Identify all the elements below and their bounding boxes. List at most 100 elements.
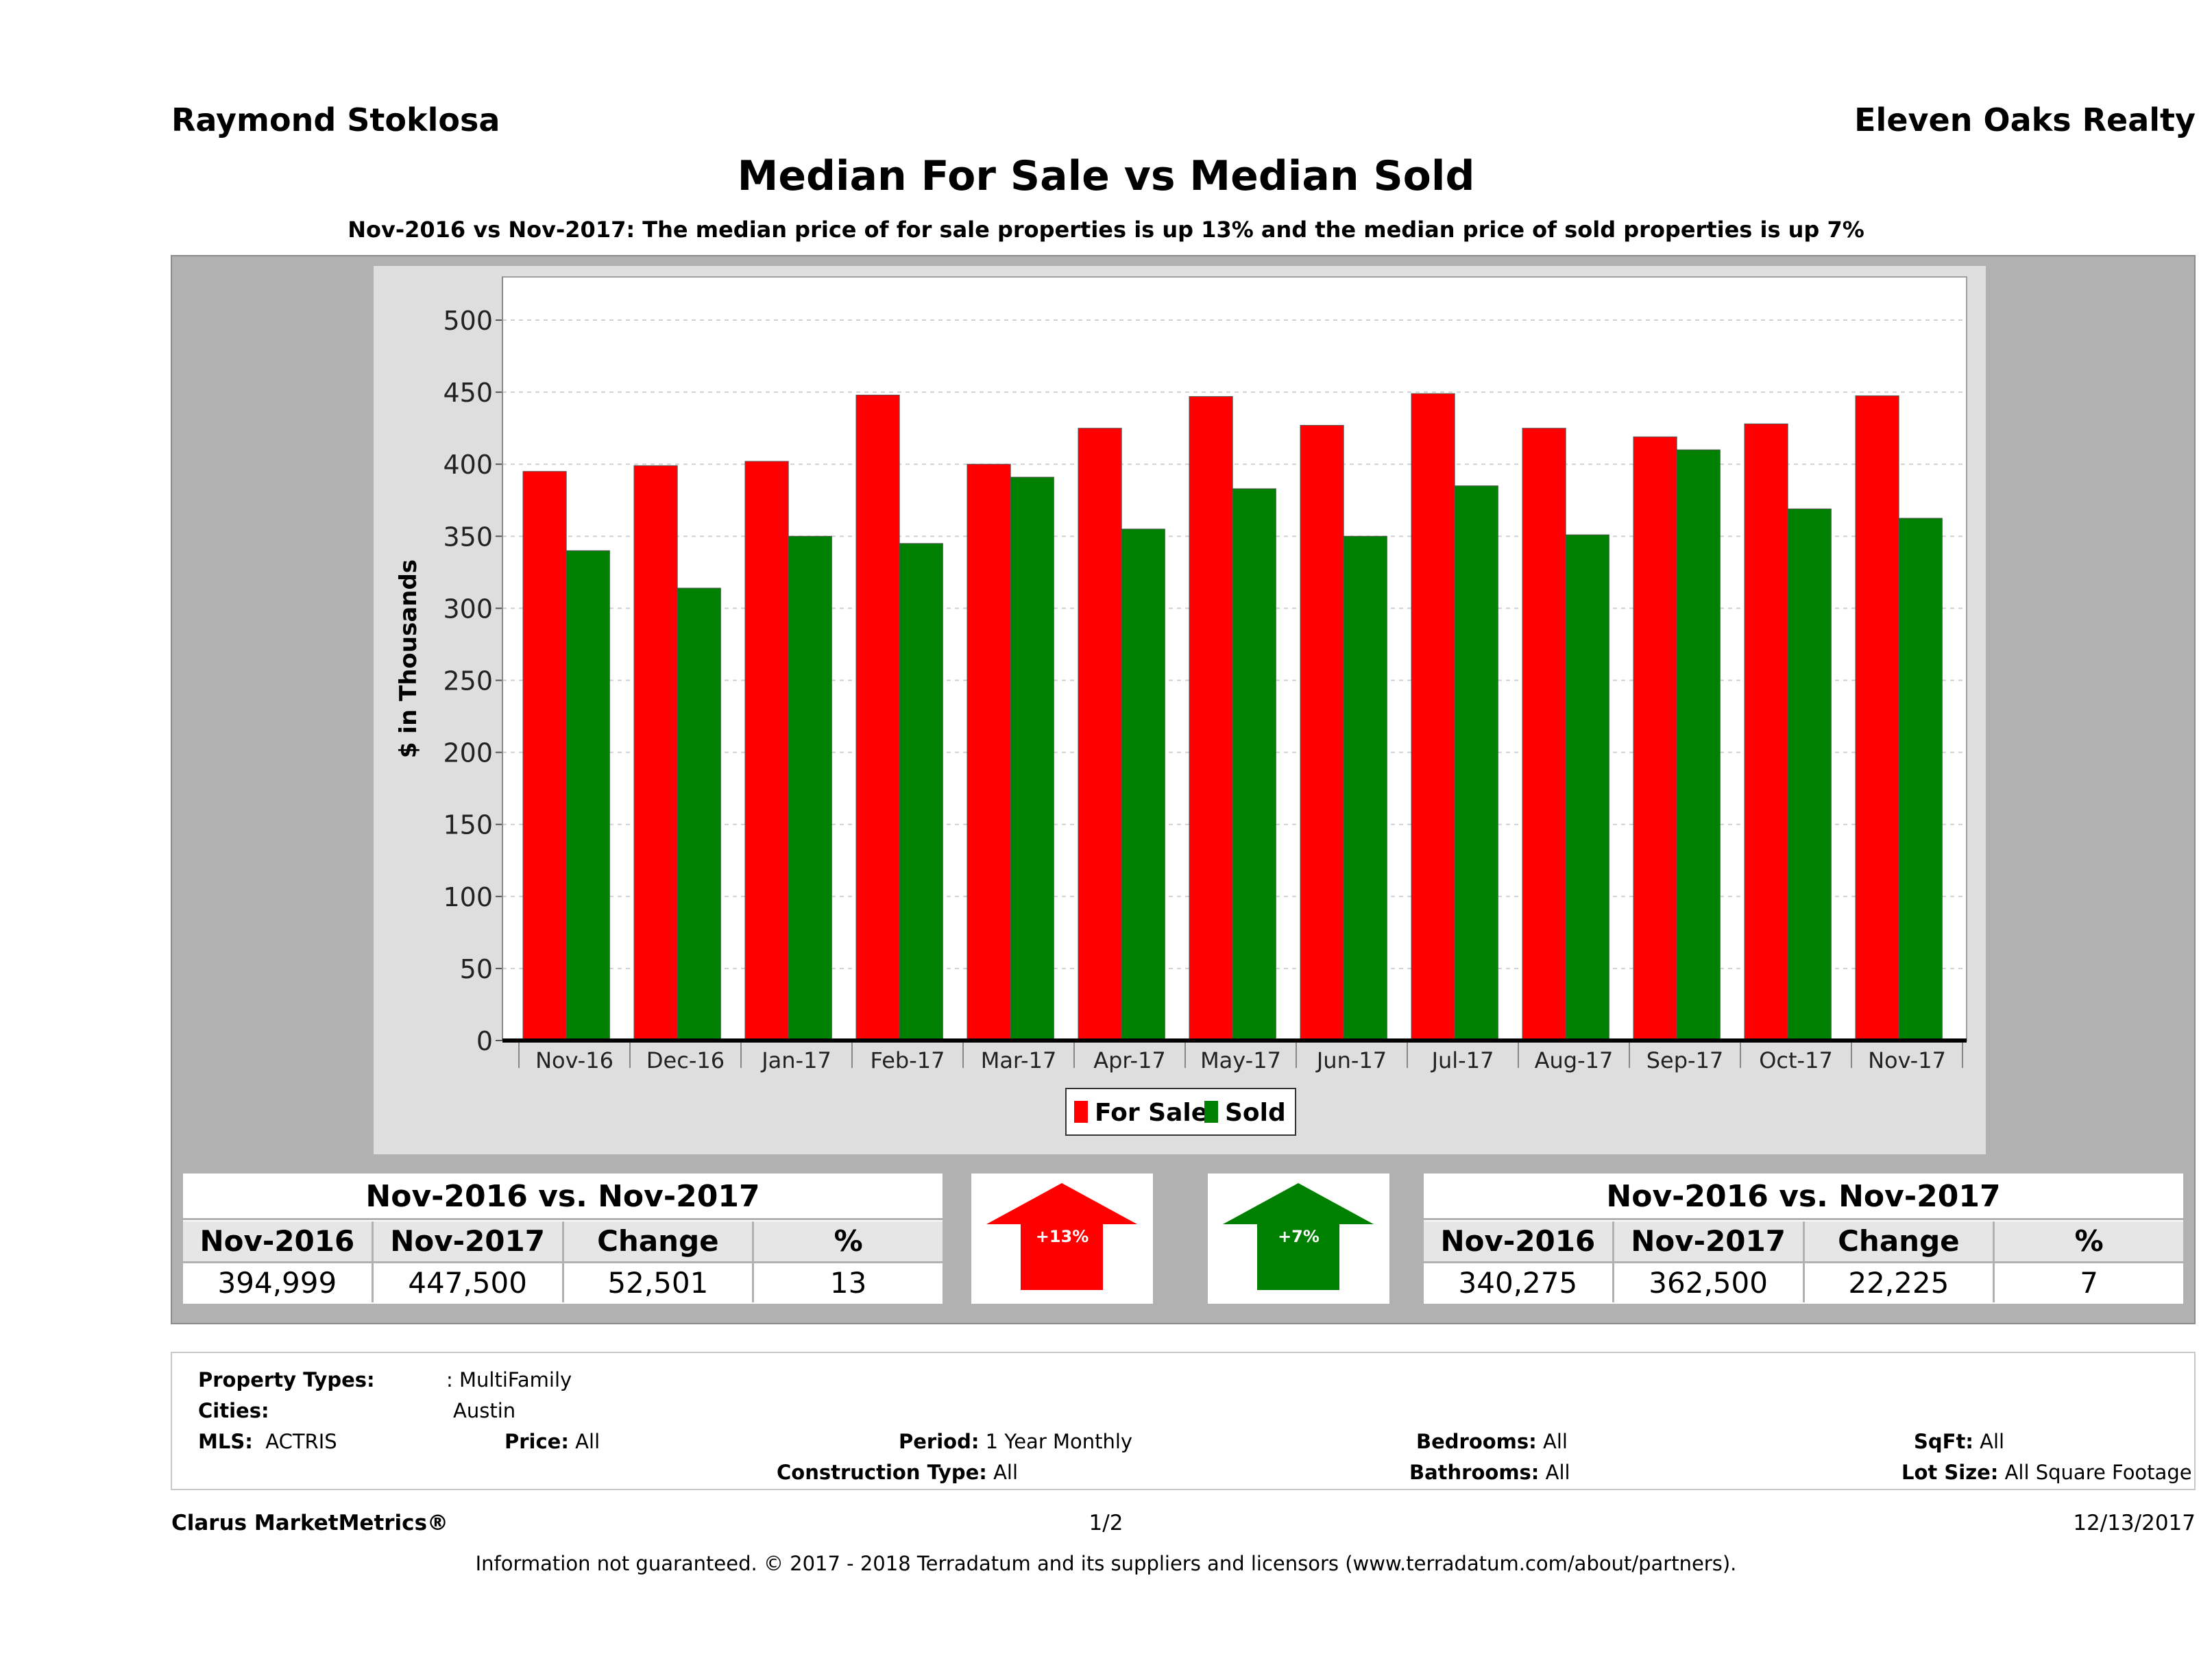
sold-value-percent: 7 <box>2080 1266 2098 1300</box>
sold-header-percent: % <box>2074 1224 2104 1258</box>
for-sale-header-change: Change <box>564 1221 755 1261</box>
for-sale-bar <box>1189 396 1233 1041</box>
lot-size-value: All Square Footage <box>2004 1461 2192 1484</box>
for-sale-bar <box>1078 428 1122 1041</box>
property-types-label: Property Types: <box>198 1368 375 1391</box>
up-arrow-green-icon <box>1223 1183 1374 1290</box>
x-tick-label: Jul-17 <box>1431 1047 1494 1073</box>
for-sale-header-nov-2017: Nov-2017 <box>374 1221 564 1261</box>
period-value: 1 Year Monthly <box>985 1430 1133 1453</box>
sold-header-nov-2016: Nov-2016 <box>1424 1221 1614 1261</box>
x-tick-label: Mar-17 <box>981 1047 1057 1073</box>
price-label: Price: <box>505 1430 569 1453</box>
for-sale-bar <box>1633 436 1677 1041</box>
sold-summary-title: Nov-2016 vs. Nov-2017 <box>1424 1174 2183 1220</box>
report-subtitle: Nov-2016 vs Nov-2017: The median price o… <box>348 217 1864 243</box>
x-tick-label: Nov-17 <box>1868 1047 1946 1073</box>
y-tick-label: 100 <box>443 882 493 912</box>
for-sale-change-badge-label: +13% <box>1035 1227 1089 1246</box>
sold-bar <box>1565 534 1609 1041</box>
for-sale-summary-title: Nov-2016 vs. Nov-2017 <box>183 1174 943 1220</box>
cities-value: Austin <box>453 1399 516 1422</box>
sold-summary-value-row: 340,275 362,500 22,225 7 <box>1424 1263 2183 1302</box>
footer-page-number: 1/2 <box>1089 1511 1123 1535</box>
x-tick-label: Apr-17 <box>1093 1047 1166 1073</box>
bathrooms-label: Bathrooms: <box>1409 1461 1540 1484</box>
sold-bar <box>1898 518 1943 1041</box>
sold-value-nov-2017: 362,500 <box>1614 1263 1805 1302</box>
x-tick-label: Nov-16 <box>535 1047 613 1073</box>
x-tick-label: Jan-17 <box>760 1047 831 1073</box>
for-sale-bar <box>522 471 567 1041</box>
for-sale-legend-swatch <box>1074 1101 1088 1123</box>
x-tick-label: Jun-17 <box>1315 1047 1387 1073</box>
y-tick-label: 350 <box>443 522 493 552</box>
sold-value-nov-2016: 340,275 <box>1424 1263 1614 1302</box>
for-sale-summary-header-row: Nov-2016 Nov-2017 Change % <box>183 1221 943 1263</box>
for-sale-value-nov-2017: 447,500 <box>374 1263 564 1302</box>
sold-bar <box>1343 535 1387 1041</box>
brokerage-name: Eleven Oaks Realty <box>1854 101 2196 138</box>
sold-change-badge: +7% <box>1208 1174 1389 1304</box>
for-sale-change-badge: +13% <box>971 1174 1153 1304</box>
for-sale-bar <box>1522 428 1566 1041</box>
for-sale-value-nov-2016: 394,999 <box>183 1263 374 1302</box>
x-tick-label: May-17 <box>1200 1047 1281 1073</box>
for-sale-value-change: 52,501 <box>564 1263 755 1302</box>
sold-bar <box>1454 485 1498 1041</box>
sold-legend-label: Sold <box>1225 1099 1286 1127</box>
x-tick-label: Dec-16 <box>646 1047 725 1073</box>
bedrooms-value: All <box>1542 1430 1568 1453</box>
sold-value-change: 22,225 <box>1805 1263 1995 1302</box>
for-sale-header-nov-2016: Nov-2016 <box>183 1221 374 1261</box>
x-tick-label: Sep-17 <box>1646 1047 1724 1073</box>
for-sale-header-percent: % <box>834 1224 863 1258</box>
y-tick-label: 0 <box>476 1026 493 1056</box>
property-types-value: : MultiFamily <box>446 1368 572 1391</box>
sold-bar <box>899 543 943 1041</box>
lot-size-label: Lot Size: <box>1901 1461 1999 1484</box>
y-tick-label: 250 <box>443 666 493 696</box>
y-tick-label: 50 <box>460 954 493 984</box>
sold-bar <box>1787 508 1832 1041</box>
y-tick-label: 400 <box>443 450 493 480</box>
y-tick-label: 200 <box>443 738 493 768</box>
y-tick-label: 450 <box>443 378 493 408</box>
for-sale-bar <box>1744 423 1788 1041</box>
x-tick-label: Aug-17 <box>1535 1047 1614 1073</box>
for-sale-legend-label: For Sale <box>1095 1099 1208 1127</box>
sold-bar <box>1232 488 1276 1041</box>
bathrooms-value: All <box>1545 1461 1570 1484</box>
y-axis-label: $ in Thousands <box>395 559 422 758</box>
x-tick-label: Oct-17 <box>1759 1047 1833 1073</box>
for-sale-bar <box>744 461 789 1041</box>
chart-area: 0 50 100 150 200 250 300 350 400 450 500 $ in Thous… <box>374 266 1986 1154</box>
period-label: Period: <box>899 1430 980 1453</box>
for-sale-bar <box>855 394 900 1041</box>
sold-change-badge-label: +7% <box>1278 1227 1320 1246</box>
construction-type-value: All <box>993 1461 1019 1484</box>
sqft-value: All <box>1980 1430 2005 1453</box>
for-sale-bar <box>1411 393 1455 1041</box>
sold-legend-swatch <box>1204 1101 1218 1123</box>
y-tick-label: 300 <box>443 594 493 624</box>
sqft-label: SqFt: <box>1914 1430 1973 1453</box>
price-value: All <box>575 1430 600 1453</box>
bedrooms-label: Bedrooms: <box>1416 1430 1537 1453</box>
x-tick-label: Feb-17 <box>871 1047 945 1073</box>
construction-type-label: Construction Type: <box>777 1461 987 1484</box>
for-sale-bar <box>633 465 678 1041</box>
sold-bar <box>566 550 610 1041</box>
legend <box>1065 1088 1296 1136</box>
y-tick-label: 150 <box>443 810 493 840</box>
sold-summary-table: Nov-2016 vs. Nov-2017 Nov-2016 Nov-2017 … <box>1424 1174 2183 1304</box>
for-sale-bar <box>967 463 1011 1041</box>
sold-bar <box>1121 528 1165 1041</box>
up-arrow-red-icon <box>986 1183 1137 1290</box>
y-tick-label: 500 <box>443 306 493 336</box>
sold-bar <box>788 535 832 1041</box>
for-sale-bar <box>1300 424 1344 1041</box>
sold-bar <box>677 587 721 1041</box>
for-sale-summary-table: Nov-2016 vs. Nov-2017 Nov-2016 Nov-2017 … <box>183 1174 943 1304</box>
sold-summary-header-row: Nov-2016 Nov-2017 Change % <box>1424 1221 2183 1263</box>
